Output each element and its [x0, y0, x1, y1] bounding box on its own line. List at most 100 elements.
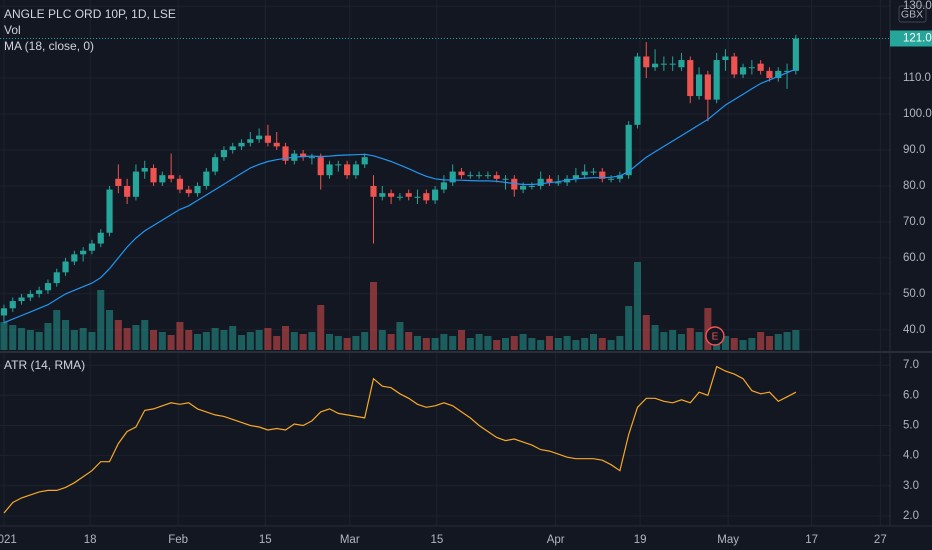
volume-bar	[519, 334, 527, 350]
volume-bar	[581, 338, 589, 350]
volume-bar	[528, 338, 536, 350]
volume-bar	[554, 338, 562, 350]
candle-body	[27, 293, 34, 298]
candle-body	[141, 167, 148, 172]
volume-bar	[669, 330, 677, 350]
volume-bar	[220, 330, 228, 350]
candle-body	[106, 189, 113, 233]
x-tick-label: 15	[430, 534, 443, 546]
candle-body	[176, 178, 184, 190]
candle-body	[722, 56, 729, 61]
x-tick-label: 19	[634, 534, 647, 546]
candle-body	[634, 56, 641, 125]
candle-body	[669, 63, 676, 65]
volume-bar	[185, 330, 193, 350]
volume-bar	[405, 332, 413, 350]
candle-body	[247, 139, 254, 143]
volume-bar	[545, 336, 554, 350]
candle-body	[704, 74, 711, 100]
x-tick-label: 15	[259, 534, 272, 546]
volume-bar	[783, 332, 791, 350]
x-tick-label: 18	[84, 534, 97, 546]
volume-bar	[325, 334, 334, 350]
volume-bar	[598, 338, 606, 350]
volume-bar	[53, 310, 61, 350]
ma-legend: MA (18, close, 0)	[4, 39, 94, 53]
y-tick-label: 100.0	[903, 108, 932, 120]
volume-bar	[290, 332, 298, 350]
grid	[0, 0, 890, 526]
candle-body	[555, 182, 562, 184]
candle-body	[185, 189, 192, 194]
volume-legend: Vol	[4, 23, 21, 37]
ma-line	[3, 68, 797, 324]
candle-body	[643, 56, 650, 68]
volume-bar	[317, 305, 325, 350]
candle-body	[739, 67, 747, 75]
candle-body	[502, 178, 509, 180]
x-tick-label: Apr	[547, 534, 565, 546]
last-price-label: 121.0	[903, 33, 932, 45]
currency-box	[898, 5, 927, 23]
candle-body	[71, 254, 78, 262]
volume-bar	[44, 323, 52, 350]
marks: E	[0, 34, 890, 514]
candle-body	[335, 164, 342, 166]
candle-body	[783, 70, 791, 72]
candle-body	[317, 157, 324, 176]
atr-tick-label: 7.0	[903, 359, 919, 371]
candle-body	[256, 135, 263, 140]
candle-body	[194, 185, 201, 194]
candle-body	[731, 56, 738, 75]
chart-title: ANGLE PLC ORD 10P, 1D, LSE	[4, 7, 176, 21]
last-price-box	[890, 30, 932, 47]
volume-bar	[475, 334, 483, 350]
x-tick-label: Mar	[340, 534, 360, 546]
volume-bar	[141, 320, 149, 350]
volume-bar	[378, 330, 386, 350]
candle-body	[792, 38, 799, 71]
candle-body	[124, 185, 131, 197]
volume-bar	[9, 325, 17, 350]
volume-bar	[26, 330, 34, 350]
candle-body	[458, 171, 465, 176]
candle-body	[493, 175, 500, 179]
candle-body	[53, 272, 60, 284]
volume-bar	[352, 336, 360, 350]
volume-bar	[88, 332, 96, 350]
y-tick-label: 70.0	[903, 216, 925, 228]
y-tick-label: 110.0	[903, 72, 931, 84]
candle-body	[467, 175, 474, 177]
x-tick-label: 2021	[0, 534, 17, 546]
candle-body	[308, 157, 315, 159]
atr-legend: ATR (14, RMA)	[4, 358, 85, 372]
volume-bar	[633, 262, 641, 350]
volume-bar	[642, 315, 650, 350]
volume-bar	[211, 328, 219, 350]
candle-body	[476, 175, 483, 177]
volume-bar	[79, 328, 87, 350]
volume-bar	[765, 336, 773, 350]
candle-body	[220, 150, 228, 158]
candle-body	[484, 175, 491, 177]
candle-body	[590, 171, 597, 173]
volume-bar	[660, 332, 668, 350]
volume-bar	[18, 328, 26, 350]
volume-bar	[176, 322, 184, 350]
volume-bar	[572, 340, 580, 350]
volume-bar	[431, 338, 439, 350]
candle-body	[132, 171, 140, 197]
candle-body	[361, 157, 368, 165]
volume-bar	[739, 340, 747, 350]
candle-body	[546, 178, 553, 183]
volume-bar	[308, 332, 316, 350]
volume-bar	[114, 320, 122, 350]
candle-body	[300, 153, 307, 158]
volume-bar	[202, 332, 210, 350]
volume-bar	[493, 340, 501, 350]
candle-body	[238, 142, 245, 147]
candle-body	[168, 175, 175, 179]
candle-body	[88, 243, 96, 251]
volume-bar	[422, 338, 430, 350]
candle-body	[520, 185, 527, 190]
